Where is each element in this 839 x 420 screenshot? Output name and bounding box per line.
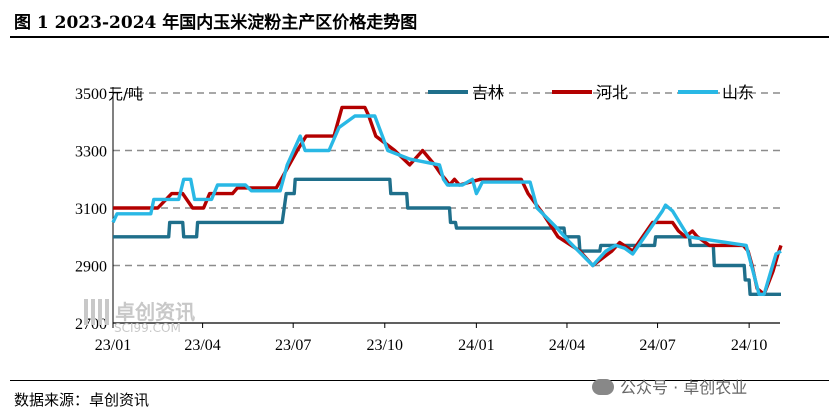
legend-label: 吉林 [472,83,504,102]
watermark-url: SCI99.COM [114,321,181,335]
title-divider [10,36,829,38]
series-line-2 [113,105,783,296]
y-tick-label: 3100 [75,201,107,218]
footer-divider [10,380,829,381]
x-axis: 23/01 23/04 23/07 23/10 24/01 24/04 24/07 24/10 [95,322,780,354]
watermark-logo-icon [84,299,110,325]
y-tick-label: 2900 [75,259,107,276]
x-tick-label: 24/04 [549,337,585,354]
x-tick-label: 23/10 [367,337,403,354]
x-tick-label: 24/10 [731,337,767,354]
wechat-account-name: 公众号 · 卓创农业 [620,378,748,397]
wechat-account: 公众号 · 卓创农业 [592,374,747,398]
watermark: 卓创资讯 SCI99.COM [84,296,195,335]
legend-label: 山东 [722,83,754,102]
x-tick-label: 23/04 [184,337,220,354]
data-source: 数据来源：卓创资讯 [14,391,150,409]
legend-label: 河北 [596,83,628,102]
x-tick-label: 24/07 [639,337,675,354]
legend: 吉林 河北 山东 [428,83,754,102]
wechat-icon [592,379,614,395]
series-line-3 [111,114,782,296]
y-tick-label: 3300 [75,144,107,161]
chart-title: 图 1 2023-2024 年国内玉米淀粉主产区价格走势图 [14,13,418,33]
x-tick-label: 23/07 [275,337,311,354]
series-layer [111,105,783,296]
y-tick-label: 3500 [75,86,107,103]
x-tick-label: 24/01 [458,337,494,354]
series-line-1 [113,177,781,296]
watermark-name: 卓创资讯 [115,300,196,324]
y-axis-unit-label: 元/吨 [108,85,143,103]
x-tick-label: 23/01 [95,337,131,354]
